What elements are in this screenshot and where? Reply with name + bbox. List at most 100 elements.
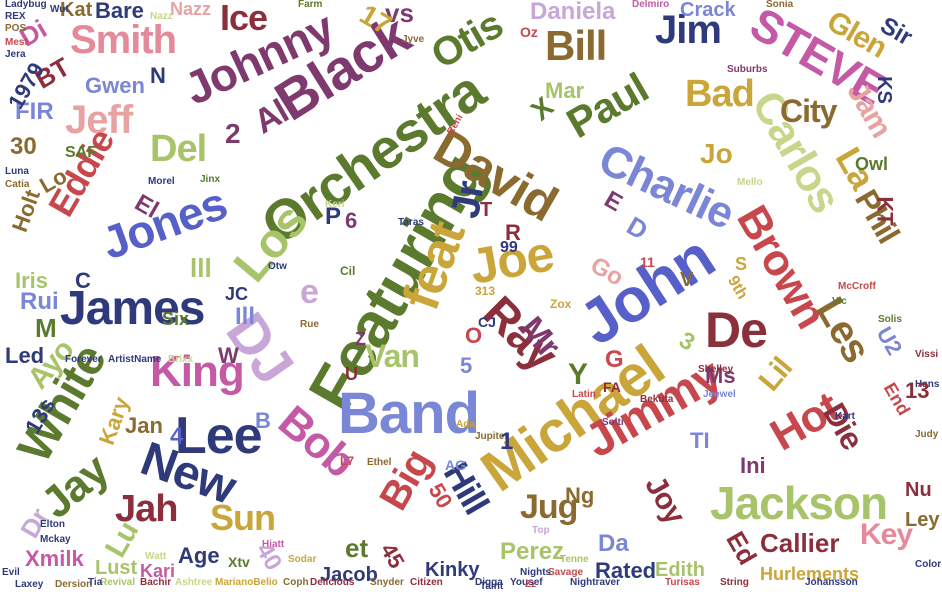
cloud-word: T — [480, 199, 493, 221]
cloud-word: Nazz — [170, 0, 212, 19]
cloud-word: Taras — [398, 217, 424, 228]
cloud-word: Hurlements — [760, 564, 860, 584]
cloud-word: Suburbs — [727, 64, 768, 75]
cloud-word: Perez — [500, 538, 565, 565]
cloud-word: Xtv — [228, 554, 250, 570]
cloud-word: Jug — [520, 488, 578, 526]
cloud-word: Jacob — [320, 564, 378, 586]
cloud-word: e — [300, 273, 319, 311]
cloud-word: Van — [365, 338, 420, 374]
cloud-word: Six — [162, 309, 190, 329]
cloud-word: Jupiter — [475, 431, 509, 442]
cloud-word: Nazz — [150, 11, 173, 22]
cloud-word: REX — [5, 11, 26, 22]
cloud-word: Xmilk — [25, 546, 84, 571]
cloud-word: Brixx — [168, 354, 194, 365]
cloud-word: 99 — [500, 239, 518, 256]
cloud-word: JC — [225, 284, 249, 304]
cloud-word: Vissi — [915, 349, 939, 360]
cloud-word: Jinx — [200, 174, 221, 185]
cloud-word: Del — [150, 128, 207, 170]
cloud-word: 45 — [375, 538, 410, 573]
cloud-word: Owl — [855, 154, 889, 174]
cloud-word: 13 — [905, 378, 930, 403]
cloud-word: 5 — [460, 353, 473, 378]
cloud-word: Smith — [70, 18, 177, 62]
cloud-word: Solis — [878, 314, 902, 325]
cloud-word: Dersion — [55, 579, 93, 590]
cloud-word: Farm — [298, 0, 323, 10]
cloud-word: Ill — [235, 303, 256, 330]
cloud-word: Key — [860, 518, 913, 551]
cloud-word: Tenne — [560, 554, 589, 565]
cloud-word: Vic — [832, 296, 847, 307]
cloud-word: et — [345, 533, 369, 563]
cloud-word: Bachir — [140, 577, 172, 588]
cloud-word: Edith — [655, 559, 705, 581]
cloud-word: Jim — [655, 8, 722, 52]
cloud-word: James — [60, 282, 205, 335]
cloud-word: Morel — [148, 176, 175, 187]
cloud-word: V — [680, 269, 694, 291]
cloud-word: Solti — [602, 417, 624, 428]
cloud-word: Bekuta — [640, 394, 674, 405]
cloud-word: C — [75, 268, 91, 293]
cloud-word: R — [505, 220, 521, 245]
cloud-word: 3 — [674, 326, 700, 357]
cloud-word: Latin — [572, 389, 596, 400]
cloud-word: City — [780, 93, 837, 129]
cloud-word: Gwen — [85, 73, 145, 98]
cloud-word: Z — [355, 329, 366, 349]
cloud-word: Lil — [752, 351, 799, 398]
cloud-word: Keri — [325, 199, 345, 210]
cloud-word: Luna — [5, 166, 29, 177]
cloud-word: Sonia — [766, 0, 794, 10]
cloud-word: B — [255, 408, 271, 433]
cloud-word: Mar — [545, 78, 585, 103]
cloud-word: Jyve — [402, 34, 425, 45]
cloud-word: Lust — [95, 557, 138, 579]
cloud-word: Savage — [548, 567, 584, 578]
cloud-word: Age — [178, 543, 220, 568]
cloud-word: L7 — [340, 454, 355, 468]
cloud-word: Nu — [905, 479, 932, 501]
cloud-word: String — [720, 577, 749, 588]
cloud-word: KT — [872, 196, 898, 226]
cloud-word: Zox — [550, 297, 572, 311]
cloud-word: G — [605, 346, 624, 373]
cloud-word: John — [567, 222, 727, 359]
cloud-word: Johansson — [805, 577, 858, 588]
cloud-word: Laxey — [15, 579, 44, 590]
cloud-word: O — [465, 323, 483, 348]
cloud-word: ArtistName — [108, 354, 162, 365]
cloud-word: 2 — [225, 118, 241, 149]
cloud-word: Judy — [915, 429, 939, 440]
cloud-word: CJ — [478, 314, 496, 330]
cloud-word: Coph — [283, 577, 309, 588]
cloud-word: Ini — [740, 453, 766, 478]
cloud-word: Taint — [480, 581, 504, 592]
cloud-word: Ladybug — [5, 0, 47, 10]
cloud-word: Elton — [40, 519, 65, 530]
cloud-word: 313 — [475, 284, 496, 298]
cloud-word: Big — [371, 442, 441, 518]
cloud-word: Ley — [905, 509, 940, 531]
cloud-word: lll — [190, 253, 212, 283]
cloud-word: King — [150, 347, 245, 396]
cloud-word: Forever — [65, 354, 102, 365]
cloud-word: N — [150, 63, 166, 88]
cloud-word: vs — [385, 0, 414, 28]
cloud-word: MarianoBelio — [215, 577, 278, 588]
cloud-word: Iris — [15, 268, 49, 293]
cloud-word: Kat — [60, 0, 93, 21]
cloud-word: 9th — [724, 273, 751, 303]
cloud-word: Otw — [268, 261, 287, 272]
cloud-word: KS — [872, 76, 895, 104]
cloud-word: Callier — [760, 528, 840, 558]
cloud-word: Mest — [5, 37, 28, 48]
cloud-word: Jera — [5, 49, 26, 60]
cloud-word: Crack — [680, 0, 736, 21]
cloud-word: FIR — [15, 98, 54, 125]
cloud-word: Otis — [423, 2, 510, 78]
